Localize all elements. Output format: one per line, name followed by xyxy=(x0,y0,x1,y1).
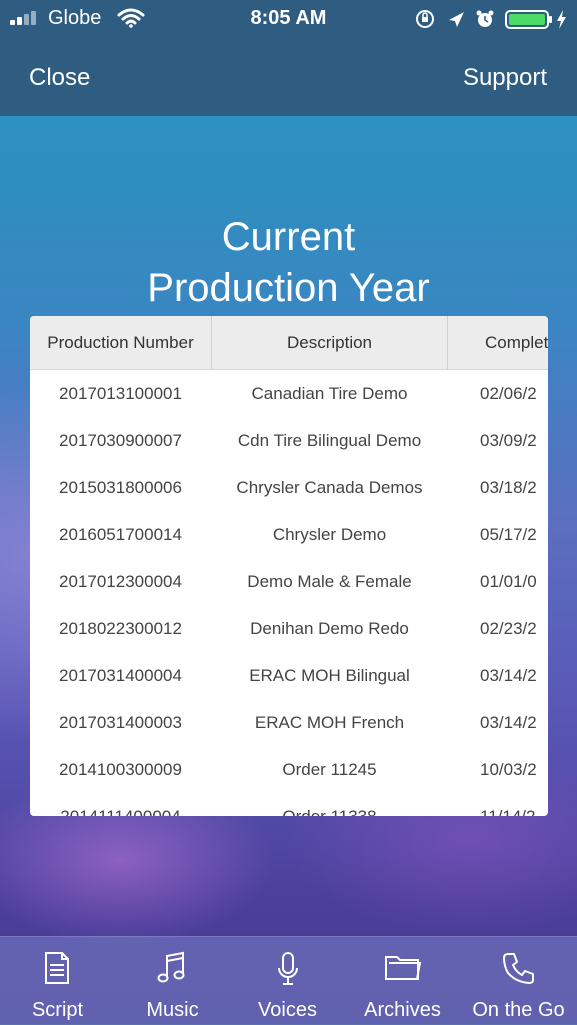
signal-strength-icon xyxy=(10,11,36,25)
cell-production-number: 2017012300004 xyxy=(59,572,182,591)
table-row[interactable]: 2014100300009 Order 11245 10/03/2 xyxy=(30,746,548,793)
cell-production-number: 2017030900007 xyxy=(59,431,182,450)
column-header-completed[interactable]: Complet xyxy=(485,333,548,352)
table-row[interactable]: 2014111400004 Order 11338 11/14/2 xyxy=(30,793,548,816)
status-bar: Globe 8:05 AM xyxy=(0,0,577,38)
productions-table[interactable]: Production Number Description Complet 20… xyxy=(30,316,548,816)
table-row[interactable]: 2015031800006 Chrysler Canada Demos 03/1… xyxy=(30,464,548,511)
table-header: Production Number Description Complet xyxy=(30,316,548,370)
cell-description: Order 11338 xyxy=(212,793,447,816)
page-title: Current Production Year xyxy=(0,212,577,314)
script-icon xyxy=(45,952,69,984)
charging-bolt-icon xyxy=(557,10,566,29)
alarm-icon xyxy=(476,10,494,27)
table-body: 2017013100001 Canadian Tire Demo 02/06/2… xyxy=(30,370,548,816)
cell-completed: 02/06/2 xyxy=(480,384,537,403)
page-title-line-1: Current xyxy=(221,215,356,259)
top-bar: Globe 8:05 AM xyxy=(0,0,577,116)
table-row[interactable]: 2017031400004 ERAC MOH Bilingual 03/14/2 xyxy=(30,652,548,699)
tab-label: Music xyxy=(146,999,199,1021)
folder-icon xyxy=(385,956,422,980)
wifi-icon xyxy=(117,8,145,28)
cell-completed: 05/17/2 xyxy=(480,525,537,544)
cell-production-number: 2017031400003 xyxy=(59,713,182,732)
table-row[interactable]: 2016051700014 Chrysler Demo 05/17/2 xyxy=(30,511,548,558)
status-time: 8:05 AM xyxy=(250,7,327,29)
cell-description: Cdn Tire Bilingual Demo xyxy=(237,431,422,450)
cell-completed: 11/14/2 xyxy=(480,793,548,816)
tab-on-the-go[interactable]: On the Go xyxy=(460,937,577,1025)
tab-label: Voices xyxy=(258,999,317,1021)
microphone-icon xyxy=(278,952,298,985)
tab-voices[interactable]: Voices xyxy=(230,937,345,1025)
close-button[interactable]: Close xyxy=(29,64,91,91)
cell-completed: 02/23/2 xyxy=(480,619,537,638)
cell-description: Order 11245 xyxy=(282,760,377,779)
tab-label: Archives xyxy=(364,999,441,1021)
tab-label: On the Go xyxy=(472,999,565,1021)
tab-script[interactable]: Script xyxy=(0,937,115,1025)
cell-completed: 03/09/2 xyxy=(480,431,537,450)
table-row[interactable]: 2017012300004 Demo Male & Female 01/01/0 xyxy=(30,558,548,605)
cell-production-number: 2014100300009 xyxy=(59,760,182,779)
support-button[interactable]: Support xyxy=(462,64,547,91)
table-row[interactable]: 2017031400003 ERAC MOH French 03/14/2 xyxy=(30,699,548,746)
cell-description: Demo Male & Female xyxy=(247,572,412,591)
battery-icon xyxy=(505,10,552,29)
cell-description: Chrysler Demo xyxy=(272,525,387,544)
phone-icon xyxy=(503,953,534,984)
bottom-tab-bar: Script Music Voices Archives On the Go xyxy=(0,936,577,1025)
tab-music[interactable]: Music xyxy=(115,937,230,1025)
cell-production-number: 2017013100001 xyxy=(59,384,182,403)
cell-completed: 03/14/2 xyxy=(480,713,537,732)
tab-archives[interactable]: Archives xyxy=(345,937,460,1025)
table-row[interactable]: 2017013100001 Canadian Tire Demo 02/06/2 xyxy=(30,370,548,417)
cell-completed: 10/03/2 xyxy=(480,760,537,779)
column-header-description[interactable]: Description xyxy=(212,316,448,369)
cell-completed: 03/18/2 xyxy=(480,478,537,497)
location-arrow-icon xyxy=(449,12,464,27)
cell-description: ERAC MOH Bilingual xyxy=(249,666,410,685)
orientation-lock-icon xyxy=(416,10,434,28)
cell-production-number: 2015031800006 xyxy=(59,478,182,497)
cell-production-number: 2014111400004 xyxy=(30,793,211,816)
column-header-production-number[interactable]: Production Number xyxy=(30,316,212,369)
cell-production-number: 2016051700014 xyxy=(59,525,182,544)
cell-production-number: 2017031400004 xyxy=(59,666,182,685)
cell-description: Chrysler Canada Demos xyxy=(236,478,423,497)
table-row[interactable]: 2017030900007 Cdn Tire Bilingual Demo 03… xyxy=(30,417,548,464)
cell-description: Canadian Tire Demo xyxy=(251,384,408,403)
carrier-name: Globe xyxy=(48,7,102,29)
status-icons xyxy=(416,10,566,29)
page-title-line-2: Production Year xyxy=(147,266,430,310)
cell-description: ERAC MOH French xyxy=(254,713,405,732)
table-row[interactable]: 2018022300012 Denihan Demo Redo 02/23/2 xyxy=(30,605,548,652)
cell-completed: 01/01/0 xyxy=(480,572,537,591)
tab-label: Script xyxy=(31,999,84,1021)
cell-description: Denihan Demo Redo xyxy=(250,619,409,638)
music-note-icon xyxy=(157,951,185,983)
cell-completed: 03/14/2 xyxy=(480,666,537,685)
cell-production-number: 2018022300012 xyxy=(59,619,182,638)
